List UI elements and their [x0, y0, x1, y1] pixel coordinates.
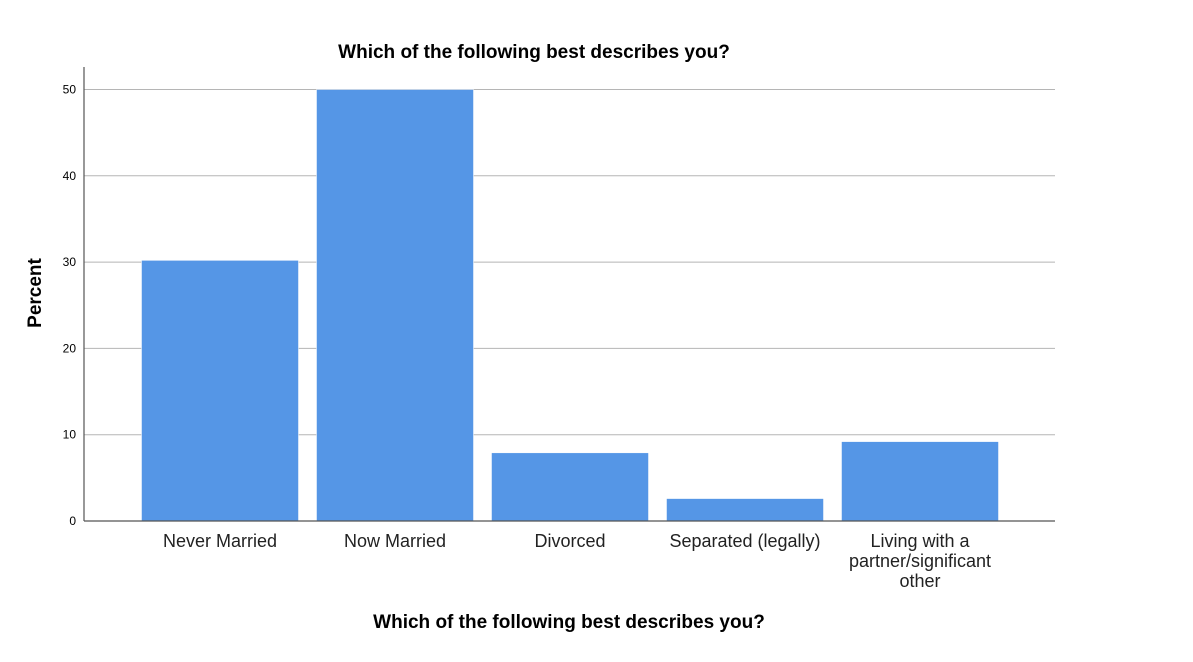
x-tick-label-line: Separated (legally) — [669, 531, 820, 551]
bar — [666, 498, 824, 522]
chart-title: Which of the following best describes yo… — [338, 42, 730, 63]
x-tick-label: Divorced — [534, 531, 605, 551]
bar — [316, 89, 474, 522]
x-tick-label: Living with a partner/significant other — [849, 531, 991, 591]
x-tick-label-line: Never Married — [163, 531, 277, 551]
y-axis-ticks: 0 10 20 30 40 50 — [63, 83, 77, 529]
x-tick-label-line: Divorced — [534, 531, 605, 551]
bar — [491, 452, 649, 522]
bar — [841, 441, 999, 522]
y-axis-title: Percent — [25, 257, 46, 327]
x-tick-label-line: other — [899, 571, 940, 591]
x-tick-label: Never Married — [163, 531, 277, 551]
y-tick-label: 30 — [63, 255, 77, 269]
x-tick-label: Separated (legally) — [669, 531, 820, 551]
bars — [141, 89, 999, 522]
x-tick-label: Now Married — [344, 531, 446, 551]
bar — [141, 260, 299, 522]
y-tick-label: 40 — [63, 169, 77, 183]
y-tick-label: 0 — [69, 514, 76, 528]
y-tick-label: 50 — [63, 83, 77, 97]
x-axis-ticks: Never Married Now Married Divorced Separate… — [163, 531, 991, 591]
y-tick-label: 20 — [63, 341, 77, 355]
x-tick-label-line: Living with a — [870, 531, 970, 551]
x-tick-label-line: Now Married — [344, 531, 446, 551]
y-tick-label: 10 — [63, 428, 77, 442]
x-tick-label-line: partner/significant — [849, 551, 991, 571]
x-axis-title: Which of the following best describes yo… — [373, 612, 765, 633]
